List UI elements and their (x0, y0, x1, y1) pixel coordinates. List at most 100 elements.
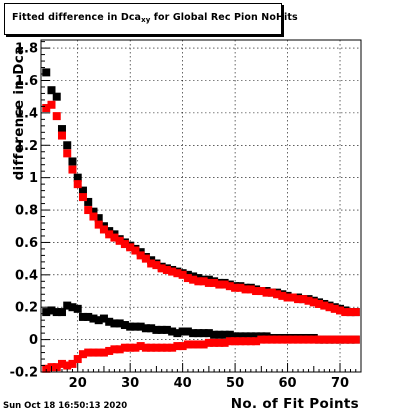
data-point (136, 342, 145, 351)
data-point (120, 240, 129, 249)
data-point (99, 225, 108, 234)
data-point (231, 337, 240, 346)
y-tick-label: 0.8 (15, 204, 38, 219)
data-point (178, 327, 187, 336)
data-point (183, 274, 192, 283)
timestamp: Sun Oct 18 16:50:13 2020 (3, 401, 128, 411)
data-point (63, 149, 72, 158)
data-point (73, 304, 82, 313)
data-point (173, 329, 182, 338)
data-point (252, 287, 261, 296)
y-tick-label: -0.2 (10, 366, 38, 381)
data-point (257, 335, 266, 344)
data-point (183, 340, 192, 349)
data-point (57, 125, 66, 134)
data-point (63, 301, 72, 310)
data-point (257, 287, 266, 296)
data-point (89, 207, 98, 216)
data-point (278, 335, 287, 344)
data-point (336, 306, 345, 315)
data-point (241, 332, 250, 341)
data-point (210, 278, 219, 287)
data-point (325, 335, 334, 344)
y-tick-label: 0.2 (15, 301, 38, 316)
data-point (262, 335, 271, 344)
data-point (131, 322, 140, 331)
data-point (189, 340, 198, 349)
grid-lines (41, 40, 361, 373)
data-point (252, 337, 261, 346)
data-point (309, 335, 318, 344)
data-point (351, 308, 360, 317)
data-point (152, 261, 161, 270)
data-point (162, 343, 171, 352)
y-tick-label: 0.6 (15, 236, 38, 251)
data-point (84, 206, 93, 215)
data-point (204, 278, 213, 287)
data-point (63, 361, 72, 370)
data-point (73, 180, 82, 189)
data-point (52, 92, 61, 101)
data-point (299, 335, 308, 344)
data-point (47, 100, 56, 109)
data-point (220, 338, 229, 347)
data-point (346, 335, 355, 344)
data-point (183, 327, 192, 336)
data-point (278, 291, 287, 300)
data-point (231, 283, 240, 292)
data-point (94, 214, 103, 223)
data-point (47, 306, 56, 315)
data-point (346, 308, 355, 317)
x-axis-label: No. of Fit Points (230, 396, 359, 412)
data-point (262, 288, 271, 297)
data-point (241, 285, 250, 294)
data-point (294, 335, 303, 344)
data-point (147, 324, 156, 333)
data-point (105, 230, 114, 239)
data-point (225, 337, 234, 346)
data-point (141, 343, 150, 352)
data-point (84, 348, 93, 357)
data-point (57, 308, 66, 317)
data-point (141, 324, 150, 333)
data-point (52, 363, 61, 372)
data-point (110, 319, 119, 328)
data-point (304, 296, 313, 305)
y-tick-label: 1.2 (15, 139, 38, 154)
data-point (94, 316, 103, 325)
data-point (68, 165, 77, 174)
data-point (78, 186, 87, 195)
data-point (141, 254, 150, 263)
data-point (157, 325, 166, 334)
data-point (94, 348, 103, 357)
data-point (173, 342, 182, 351)
data-point (283, 335, 292, 344)
data-point (330, 304, 339, 313)
plot-frame (40, 39, 362, 373)
data-point (136, 322, 145, 331)
y-tick-label: 1.4 (15, 106, 38, 121)
data-point (152, 343, 161, 352)
data-point (126, 343, 135, 352)
data-point (231, 332, 240, 341)
data-point (246, 337, 255, 346)
data-point (115, 319, 124, 328)
data-point (110, 345, 119, 354)
data-point (189, 329, 198, 338)
data-point (283, 293, 292, 302)
data-point (210, 338, 219, 347)
data-point (178, 342, 187, 351)
data-point (194, 329, 203, 338)
data-point (330, 335, 339, 344)
data-point (204, 338, 213, 347)
x-tick-label: 20 (69, 376, 87, 391)
y-tick-label: 1.8 (15, 42, 38, 57)
data-point (351, 335, 360, 344)
data-point (120, 343, 129, 352)
data-point (120, 321, 129, 330)
data-point (78, 350, 87, 359)
data-point (246, 332, 255, 341)
data-point (194, 277, 203, 286)
data-point (126, 322, 135, 331)
data-point (199, 340, 208, 349)
